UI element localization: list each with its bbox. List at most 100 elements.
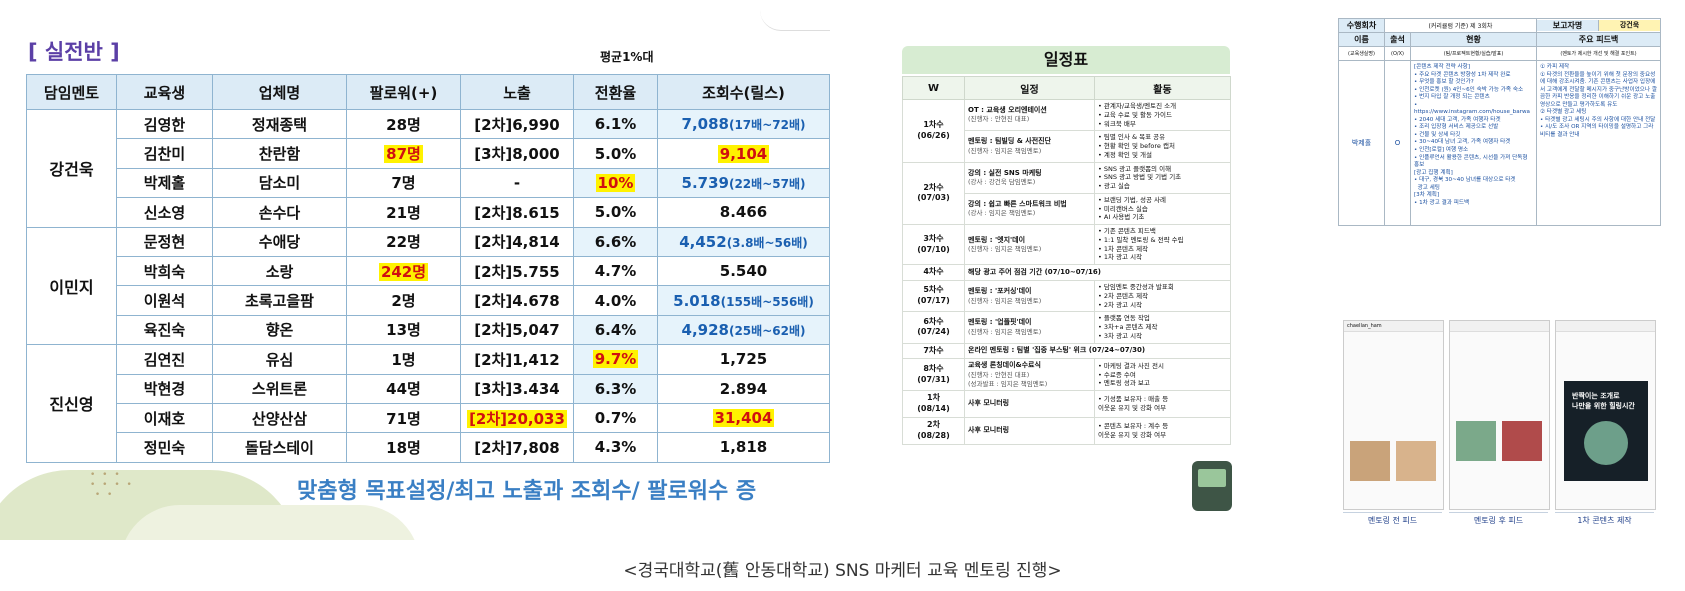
week-cell: 4차수 [902, 264, 965, 282]
feed-after-phone [1449, 320, 1550, 510]
footer-caption: <경국대학교(舊 안동대학교) SNS 마케터 교육 멘토링 진행> [623, 561, 1062, 581]
activity-cell: • 브랜딩 기법, 성공 사례 • 미리캔버스 실습 • AI 사용법 기초 [1094, 192, 1231, 226]
schedule-row: 6차수 (07/24) 멘토링 : '업플핏'데이 (진행자 : 임지은 책임멘토)… [902, 311, 1231, 344]
week-cell: 5차수 (07/17) [902, 280, 965, 313]
student-cell: 김연진 [116, 344, 213, 375]
schedule-col-2: 활동 [1094, 76, 1231, 100]
event-cell: 사후 모니터링 [964, 390, 1095, 418]
post-thumbnail [1502, 421, 1542, 461]
table-row: 김찬미 찬란함 87명 [3차]8,000 5.0% 9,104 [27, 138, 830, 169]
schedule-title: 일정표 [902, 46, 1230, 74]
exposure-cell: [2차]7,808 [460, 432, 574, 463]
activity-cell: • 기성품 보유자 : 매출 등 이웃운 유지 및 강화 여부 [1094, 390, 1231, 418]
student-cell: 이원석 [116, 285, 213, 316]
followers-cell: 22명 [346, 226, 461, 257]
content-image: 반짝이는 조개로 나만을 위한 힐링시간 [1564, 381, 1648, 481]
company-cell: 스위트론 [212, 373, 347, 404]
activity-cell: • 담임멘토 중간성과 발표회 • 2차 콘텐츠 제작 • 2차 광고 시작 [1094, 280, 1231, 313]
feed-before-phone: chaellan_ham [1343, 320, 1444, 510]
mentor-cell: 이민지 [26, 226, 117, 346]
col-header-5: 전환율 [573, 74, 658, 110]
week-cell: 7차수 [902, 342, 965, 360]
followers-cell: 71명 [346, 402, 461, 434]
table-row: 박희숙 소랑 242명 [2차]5.755 4.7% 5.540 [27, 255, 830, 287]
schedule-row: 7차수 온라인 멘토링 : 팀별 '집중 부스팅' 위크 (07/24~07/30… [902, 342, 1231, 360]
company-cell: 정재종택 [212, 108, 347, 140]
col-name: 이름 [1338, 32, 1385, 47]
week-cell: 1차수 (06/26) [902, 99, 965, 163]
event-cell: 강의 : 실전 SNS 마케팅 (강사 : 강건욱 담임멘토) [964, 161, 1095, 194]
conversion-cell: 6.4% [573, 314, 658, 346]
decorative-dots: • • • • • • • • • [90, 470, 134, 500]
caption-before: 멘토링 전 피드 [1343, 512, 1442, 526]
col-header-2: 업체명 [212, 74, 347, 110]
conversion-cell: 4.0% [573, 285, 658, 316]
exposure-cell: [2차]20,033 [460, 402, 574, 434]
activity-cell: • 플랫폼 연동 작업 • 3차+a 콘텐츠 제작 • 3차 광고 시작 [1094, 311, 1231, 344]
student-cell: 육진숙 [116, 314, 213, 346]
post-thumbnail [1396, 441, 1436, 481]
followers-cell: 28명 [346, 108, 461, 140]
company-cell: 돌담스테이 [212, 432, 347, 463]
performance-table: 담임멘토 교육생 업체명 팔로워(+) 노출 전환율 조회수(릴스) 강건욱 김영한 정재종택 2… [26, 74, 830, 463]
schedule-row: 5차수 (07/17) 멘토링 : '포커싱'데이 (진행자 : 임지은 책임멘토)… [902, 280, 1231, 313]
col-header-6: 조회수(릴스) [657, 74, 830, 110]
company-cell: 향온 [212, 314, 347, 346]
exposure-cell: [2차]5,047 [460, 314, 574, 346]
table-row: 강건욱 김영한 정재종택 28명 [2차]6,990 6.1% 7,088(17배~72배) [26, 108, 830, 228]
performance-panel: [ 실전반 ] 평균1%대 담임멘토 교육생 업체명 팔로워(+) 노출 전환율 조회수(릴… [0, 0, 830, 540]
views-cell: 1,818 [657, 432, 830, 463]
company-cell: 초록고을팜 [212, 285, 347, 316]
views-cell: 9,104 [657, 138, 830, 169]
event-cell: 강의 : 쉽고 빠른 스마트워크 비법 (강사 : 임지은 책임멘토) [964, 192, 1095, 226]
student-cell: 박현경 [116, 373, 213, 404]
feed-screenshots: chaellan_ham 반짝이는 조개로 나만을 위한 힐링시간 멘토링 전 … [1343, 320, 1656, 530]
exposure-cell: [2차]6,990 [460, 108, 574, 140]
activity-cell: • SNS 광고 플랫폼의 이해 • SNS 광고 방법 및 기법 기초 • 광… [1094, 161, 1231, 194]
reporter-label: 보고자명 [1537, 20, 1599, 31]
reporter-name: 강건욱 [1599, 20, 1660, 31]
conversion-cell: 0.7% [573, 402, 658, 434]
table-row: 육진숙 향온 13명 [2차]5,047 6.4% 4,928(25배~62배) [27, 314, 830, 346]
schedule-col-0: W [902, 76, 965, 100]
schedule-panel: 일정표 W 일정 활동 1차수 (06/26) OT : 교육생 오리엔테이션 (진행자… [902, 46, 1232, 511]
exposure-cell: [2차]5.755 [460, 255, 574, 287]
schedule-row: 1차수 (06/26) OT : 교육생 오리엔테이션 (진행자 : 안현진 대표)… [902, 98, 1231, 163]
profile-handle: chaellan_ham [1344, 321, 1443, 332]
student-cell: 박희숙 [116, 255, 213, 287]
notice-cell: 해당 광고 주어 점검 기간 (07/10~07/16) [964, 264, 1231, 282]
exposure-cell: - [460, 167, 574, 199]
views-cell: 4,452(3.8배~56배) [657, 226, 830, 257]
table-row: 이민지 문정현 수애당 22명 [2차]4,814 6.6% 4,452(3.8배~56배) [26, 226, 830, 346]
followers-cell: 242명 [346, 255, 461, 287]
week-cell: 8차수 (07/31) [902, 358, 965, 392]
followers-cell: 2명 [346, 285, 461, 316]
post-thumbnail [1350, 441, 1390, 481]
company-cell: 담소미 [212, 167, 347, 199]
schedule-col-1: 일정 [964, 76, 1095, 100]
content-phone: 반짝이는 조개로 나만을 위한 힐링시간 [1555, 320, 1656, 510]
table-row: 박현경 스위트론 44명 [3차]3.434 6.3% 2.894 [27, 373, 830, 404]
content-caption: 반짝이는 조개로 나만을 위한 힐링시간 [1572, 392, 1635, 410]
followers-cell: 1명 [346, 344, 461, 375]
views-cell: 5.540 [657, 255, 830, 287]
conversion-cell: 5.0% [573, 197, 658, 228]
col-name-note: (교육생실명) [1338, 46, 1385, 61]
views-cell: 5.018(155배~556배) [657, 285, 830, 316]
company-cell: 수애당 [212, 226, 347, 257]
followers-cell: 87명 [346, 138, 461, 169]
schedule-row: 멘토링 : 팀빌딩 & 사전진단 (진행자 : 임지은 책임멘토) • 팀별 인사 … [903, 130, 1231, 163]
schedule-row: 3차수 (07/10) 멘토링 : '엣지'데이 (진행자 : 임지은 책임멘토) •… [902, 224, 1231, 266]
conversion-cell: 5.0% [573, 138, 658, 169]
col-attend: 출석 [1384, 32, 1411, 47]
schedule-row: 1차 (08/14) 사후 모니터링 • 기성품 보유자 : 매출 등 이웃운 유지… [902, 390, 1231, 418]
schedule-row: 4차수 해당 광고 주어 점검 기간 (07/10~07/16) [902, 264, 1231, 282]
student-cell: 김찬미 [116, 138, 213, 169]
phone-illustration [1192, 461, 1232, 511]
report-session-label: 수행회차 [1338, 18, 1385, 33]
views-cell: 7,088(17배~72배) [657, 108, 830, 140]
exposure-cell: [3차]8,000 [460, 138, 574, 169]
col-header-3: 팔로워(+) [346, 74, 461, 110]
event-cell: 멘토링 : '포커싱'데이 (진행자 : 임지은 책임멘토) [964, 280, 1095, 313]
company-cell: 산양산삼 [212, 402, 347, 434]
